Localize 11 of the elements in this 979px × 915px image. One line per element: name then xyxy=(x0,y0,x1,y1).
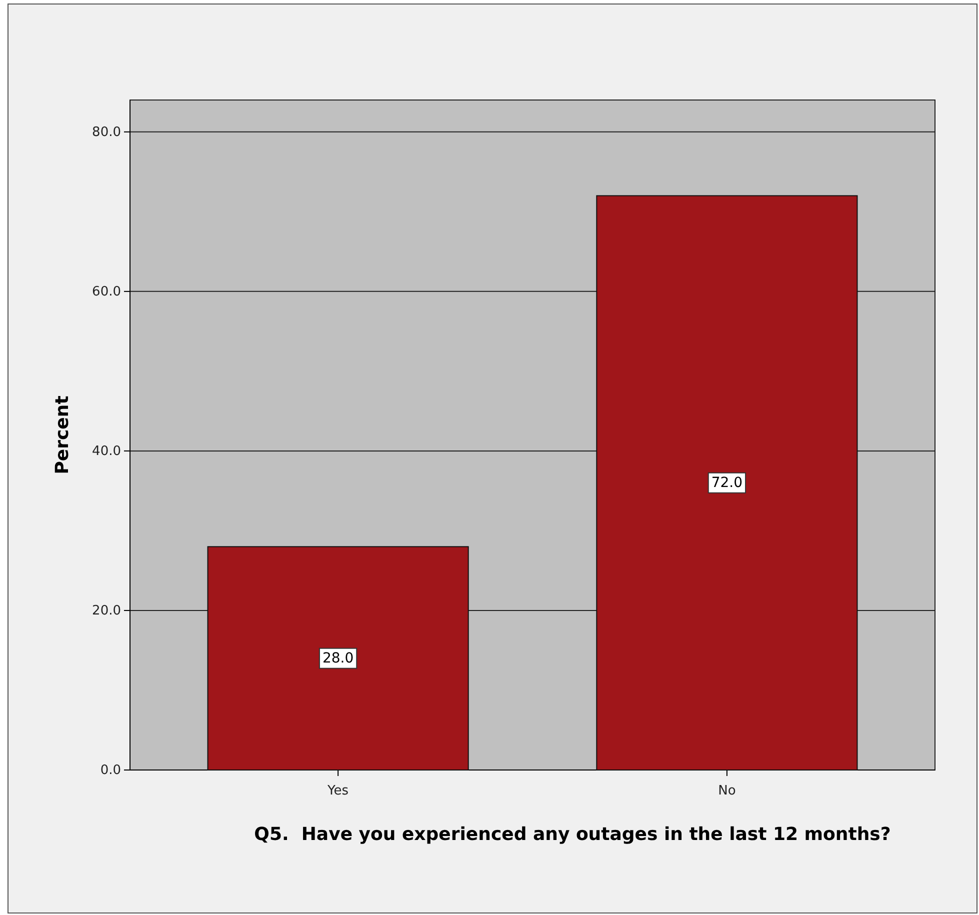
data-label: 28.0 xyxy=(322,650,354,666)
data-label: 72.0 xyxy=(711,474,743,491)
y-tick-label: 80.0 xyxy=(92,125,121,140)
y-tick-label: 60.0 xyxy=(92,284,121,300)
x-tick-label: Yes xyxy=(326,784,349,799)
y-tick-label: 0.0 xyxy=(100,763,121,778)
x-axis-title: Q5. Have you experienced any outages in the last 12 months? xyxy=(254,824,891,845)
y-tick-label: 20.0 xyxy=(92,604,121,619)
x-tick-label: No xyxy=(718,784,736,799)
y-axis-title: Percent xyxy=(52,395,73,474)
y-tick-label: 40.0 xyxy=(92,444,121,460)
